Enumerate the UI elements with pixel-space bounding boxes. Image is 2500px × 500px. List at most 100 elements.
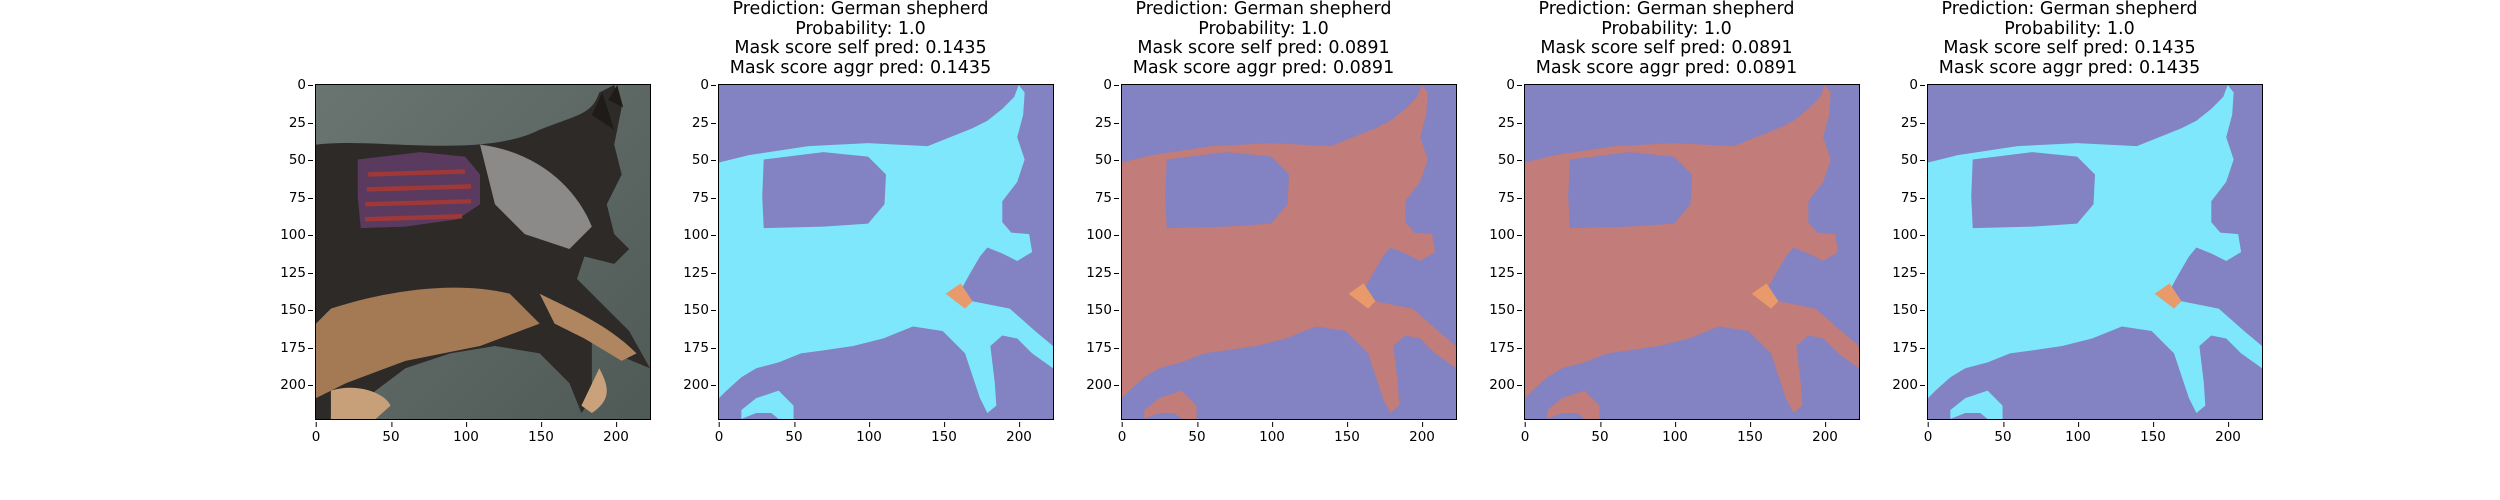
y-tick-label: 150 [280, 302, 313, 318]
x-tick-label: 150 [528, 422, 554, 445]
figure-panel: Prediction: German shepherd Probability: … [1867, 0, 2272, 500]
y-tick-label: 175 [683, 339, 716, 356]
panel-title-line: Mask score aggr pred: 0.1435 [729, 57, 992, 78]
y-tick-label: 175 [1489, 339, 1522, 356]
x-tick-label: 200 [1006, 422, 1032, 445]
x-tick-label: 0 [1923, 422, 1933, 445]
y-tick-label: 0 [1909, 77, 1925, 93]
x-tick-label: 0 [714, 422, 724, 445]
x-tick-label: 100 [2065, 422, 2091, 445]
panel-title-line [255, 0, 660, 20]
x-tick-label: 0 [1520, 422, 1530, 445]
y-tick-label: 75 [288, 189, 314, 206]
panel-title-line: Probability: 1.0 [795, 18, 926, 39]
segmentation-mask-image [1928, 85, 2262, 419]
y-tick-label: 100 [280, 227, 313, 243]
segmentation-mask-image [719, 85, 1053, 419]
panel-title-line: Probability: 1.0 [2004, 18, 2135, 39]
x-tick-label: 100 [856, 422, 882, 445]
y-tick-label: 25 [1497, 114, 1523, 131]
x-tick-label: 50 [1591, 422, 1609, 445]
y-tick-label: 0 [297, 77, 313, 93]
y-tick-label: 25 [1900, 114, 1926, 131]
panel-title: Prediction: German shepherd Probability: … [658, 0, 1063, 78]
y-tick-label: 175 [280, 339, 313, 356]
y-tick-label: 200 [1086, 377, 1119, 393]
x-tick-label: 150 [1737, 422, 1763, 445]
figure-panel: 0 25 50 75 100 125 150 175 200 0 50 100 150 200 [255, 0, 660, 500]
panel-title-line: Prediction: German shepherd [1941, 0, 2198, 19]
x-tick-label: 150 [931, 422, 957, 445]
x-tick-label: 50 [1994, 422, 2012, 445]
panel-title-line: Mask score self pred: 0.0891 [1540, 38, 1793, 59]
y-tick-label: 50 [691, 152, 717, 168]
y-tick-label: 125 [1892, 264, 1925, 281]
segmentation-mask-image [1525, 85, 1859, 419]
x-tick-label: 200 [1812, 422, 1838, 445]
panel-title-line [255, 59, 660, 79]
panel-title: Prediction: German shepherd Probability: … [1867, 0, 2272, 78]
panel-title-line: Mask score aggr pred: 0.0891 [1535, 57, 1798, 78]
y-tick-label: 100 [1086, 227, 1119, 243]
dog-photo [316, 85, 650, 419]
y-tick-label: 25 [288, 114, 314, 131]
x-tick-label: 150 [2140, 422, 2166, 445]
y-tick-label: 175 [1892, 339, 1925, 356]
y-tick-label: 150 [683, 302, 716, 318]
image-axes: 0 25 50 75 100 125 150 175 200 0 50 100 150 200 [683, 78, 1054, 444]
image-axes: 0 25 50 75 100 125 150 175 200 0 50 100 150 200 [280, 78, 651, 444]
x-tick-label: 100 [1662, 422, 1688, 445]
panel-title-line: Prediction: German shepherd [1538, 0, 1795, 19]
panel-title-line: Probability: 1.0 [1198, 18, 1329, 39]
y-tick-label: 0 [1103, 77, 1119, 93]
panel-title-line: Mask score self pred: 0.1435 [734, 38, 987, 59]
y-tick-label: 0 [700, 77, 716, 93]
y-tick-label: 175 [1086, 339, 1119, 356]
panel-title-line: Mask score self pred: 0.1435 [1943, 38, 2196, 59]
y-tick-label: 50 [1497, 152, 1523, 168]
panel-title: Prediction: German shepherd Probability: … [1061, 0, 1466, 78]
x-tick-label: 0 [1117, 422, 1127, 445]
x-tick-label: 200 [603, 422, 629, 445]
x-tick-label: 200 [2215, 422, 2241, 445]
y-tick-label: 125 [1489, 264, 1522, 281]
y-tick-label: 25 [1094, 114, 1120, 131]
panel-title-line [255, 20, 660, 40]
x-tick-label: 100 [453, 422, 479, 445]
y-tick-label: 100 [1892, 227, 1925, 243]
figure-panel: Prediction: German shepherd Probability: … [658, 0, 1063, 500]
y-tick-label: 50 [1900, 152, 1926, 168]
y-tick-label: 25 [691, 114, 717, 131]
panel-title-line: Prediction: German shepherd [1135, 0, 1392, 19]
y-tick-label: 200 [280, 377, 313, 393]
panel-title-line: Mask score aggr pred: 0.1435 [1938, 57, 2201, 78]
y-tick-label: 75 [1497, 189, 1523, 206]
x-tick-label: 50 [785, 422, 803, 445]
y-tick-label: 0 [1506, 77, 1522, 93]
image-axes: 0 25 50 75 100 125 150 175 200 0 50 100 150 200 [1489, 78, 1860, 444]
segmentation-mask-image [1122, 85, 1456, 419]
y-tick-label: 125 [280, 264, 313, 281]
y-tick-label: 100 [1489, 227, 1522, 243]
y-tick-label: 75 [691, 189, 717, 206]
x-tick-label: 100 [1259, 422, 1285, 445]
y-tick-label: 50 [1094, 152, 1120, 168]
x-tick-label: 0 [311, 422, 321, 445]
panel-title-line: Prediction: German shepherd [732, 0, 989, 19]
y-tick-label: 200 [1892, 377, 1925, 393]
image-axes: 0 25 50 75 100 125 150 175 200 0 50 100 150 200 [1086, 78, 1457, 444]
image-axes: 0 25 50 75 100 125 150 175 200 0 50 100 150 200 [1892, 78, 2263, 444]
y-tick-label: 50 [288, 152, 314, 168]
y-tick-label: 150 [1489, 302, 1522, 318]
y-tick-label: 100 [683, 227, 716, 243]
panel-title [255, 0, 660, 78]
y-tick-label: 125 [683, 264, 716, 281]
y-tick-label: 75 [1094, 189, 1120, 206]
y-tick-label: 75 [1900, 189, 1926, 206]
x-tick-label: 50 [382, 422, 400, 445]
x-tick-label: 200 [1409, 422, 1435, 445]
panel-title-line [255, 39, 660, 59]
panel-title-line: Mask score aggr pred: 0.0891 [1132, 57, 1395, 78]
panel-title-line: Probability: 1.0 [1601, 18, 1732, 39]
y-tick-label: 150 [1086, 302, 1119, 318]
